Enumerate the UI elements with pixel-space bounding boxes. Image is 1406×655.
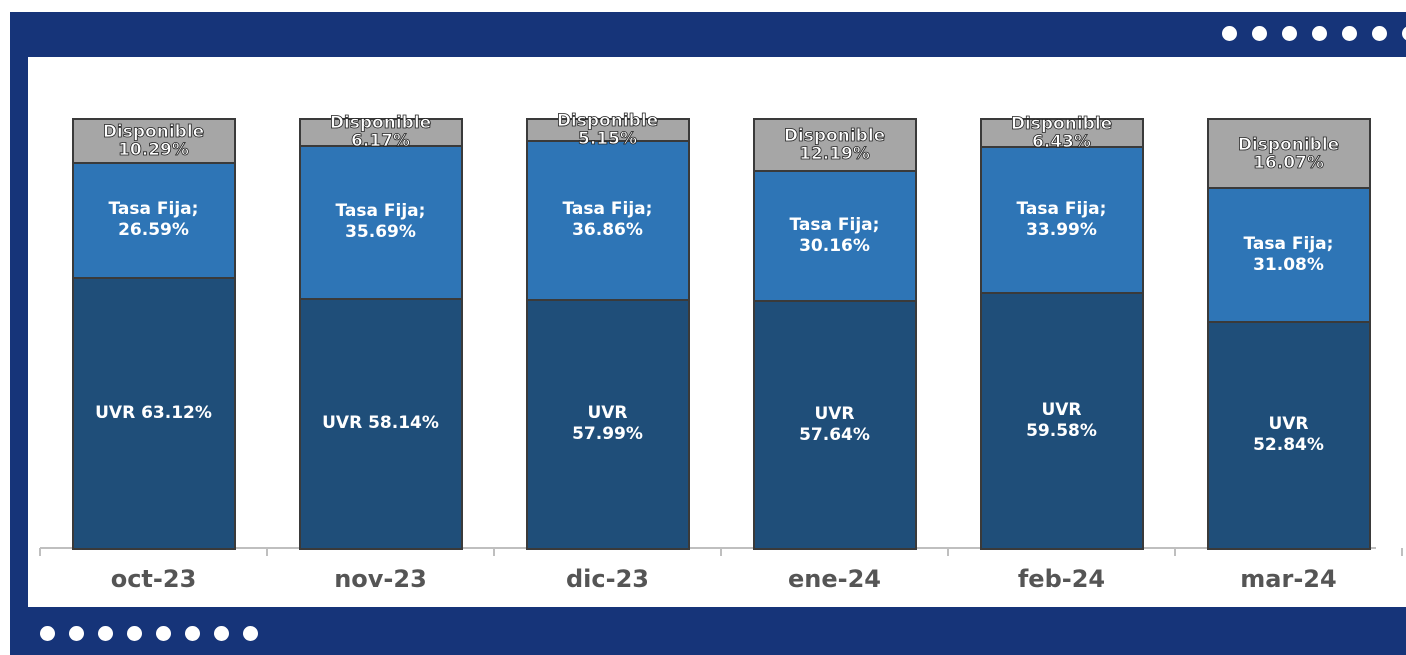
bottom-band [10,607,1406,655]
data-label: Tasa Fija; 31.08% [1243,233,1334,275]
bar-segment: Disponible 5.15% [525,112,690,148]
x-tick-label: nov-23 [334,565,427,593]
dot [243,626,258,641]
data-label: UVR 59.58% [1026,399,1097,441]
data-label: Disponible 12.19% [783,126,886,165]
bar-segment: Tasa Fija; 30.16% [752,170,917,303]
top-band [10,12,1406,57]
data-label: Disponible 6.43% [1010,113,1113,152]
data-label: Disponible 10.29% [102,122,205,161]
bar-segment: Disponible 6.17% [298,114,463,151]
bar-segment: UVR 59.58% [979,291,1144,550]
data-label: UVR 57.99% [572,403,643,445]
data-label: Disponible 6.17% [329,113,432,152]
data-label: UVR 57.64% [799,404,870,446]
dot [1222,26,1237,41]
x-tick-label: ene-24 [788,565,881,593]
dot [185,626,200,641]
dot [1312,26,1327,41]
dot [40,626,55,641]
data-label: UVR 52.84% [1253,414,1324,456]
bar-segment: Tasa Fija; 31.08% [1206,187,1371,323]
dot [98,626,113,641]
bar-segment: UVR 57.64% [752,300,917,550]
bar-segment: Tasa Fija; 36.86% [525,140,690,301]
x-tick-label: feb-24 [1017,565,1106,593]
bar-segment: Disponible 6.43% [979,113,1144,152]
x-tick-label: oct-23 [110,565,197,593]
data-label: Tasa Fija; 30.16% [789,215,880,257]
dot [69,626,84,641]
data-label: Disponible 5.15% [556,111,659,150]
x-tick-label: mar-24 [1240,565,1337,593]
data-label: Tasa Fija; 35.69% [335,201,426,243]
data-label: UVR 63.12% [95,402,212,423]
dot [1372,26,1387,41]
data-label: Tasa Fija; 33.99% [1016,198,1107,240]
bar-segment: Disponible 10.29% [71,118,236,165]
dot [1252,26,1267,41]
bar-segment: Tasa Fija; 33.99% [979,145,1144,294]
x-tick-label: dic-23 [566,565,649,593]
dot [1282,26,1297,41]
bar-segment: Disponible 16.07% [1206,118,1371,190]
bar-segment: UVR 63.12% [71,276,236,550]
dot [156,626,171,641]
dot [127,626,142,641]
data-label: Tasa Fija; 26.59% [108,199,199,241]
data-label: Disponible 16.07% [1237,134,1340,173]
bar-segment: Disponible 12.19% [752,118,917,173]
dot [1402,26,1406,41]
bar-segment: UVR 57.99% [525,298,690,550]
left-band [10,57,28,607]
bar-segment: Tasa Fija; 35.69% [298,144,463,300]
dot [214,626,229,641]
bar-segment: UVR 52.84% [1206,320,1371,550]
data-label: Tasa Fija; 36.86% [562,199,653,241]
dot [1342,26,1357,41]
data-label: UVR 58.14% [322,413,439,434]
bar-segment: Tasa Fija; 26.59% [71,162,236,279]
bar-segment: UVR 58.14% [298,297,463,550]
